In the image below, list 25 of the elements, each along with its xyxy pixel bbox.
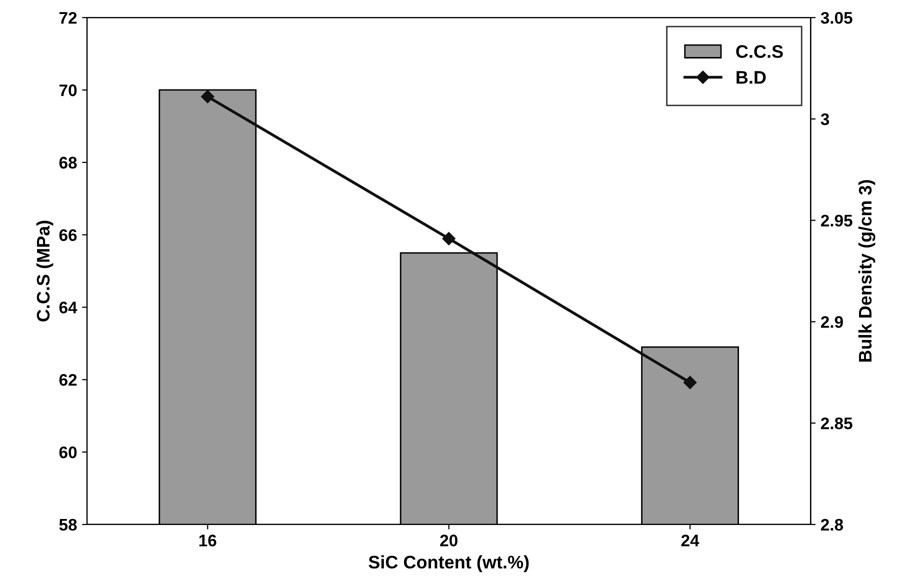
x-axis-title: SiC Content (wt.%)	[368, 555, 529, 572]
y2-axis-title: Bulk Density (g/cm 3)	[858, 180, 876, 362]
point	[683, 376, 697, 390]
y-tick-label: 64	[59, 302, 78, 314]
legend-label: C.C.S	[736, 45, 783, 58]
y2-tick-label: 2.95	[820, 214, 852, 227]
y2-tick-label: 3	[820, 113, 830, 126]
y-tick-label: 62	[59, 374, 77, 386]
point	[442, 232, 456, 246]
y2-tick-label: 2.85	[820, 417, 852, 430]
y-tick-label: 70	[59, 84, 77, 96]
y-tick-label: 68	[59, 156, 77, 169]
x-tick-label: 20	[440, 534, 458, 546]
legend-label: B.D	[736, 71, 766, 84]
point	[201, 90, 214, 104]
y-tick-label: 60	[59, 446, 77, 458]
y2-tick-label: 2.8	[820, 518, 844, 531]
y-tick-label: 72	[59, 12, 77, 24]
y2-tick-label: 3.05	[820, 12, 852, 24]
y-tick-label: 58	[59, 518, 77, 531]
x-tick-label: 24	[681, 534, 700, 546]
y-tick-label: 66	[59, 229, 77, 242]
x-tick-label: 16	[199, 534, 216, 546]
y-axis-title: C.C.S (MPa)	[36, 220, 54, 322]
y2-tick-label: 2.9	[820, 316, 843, 328]
